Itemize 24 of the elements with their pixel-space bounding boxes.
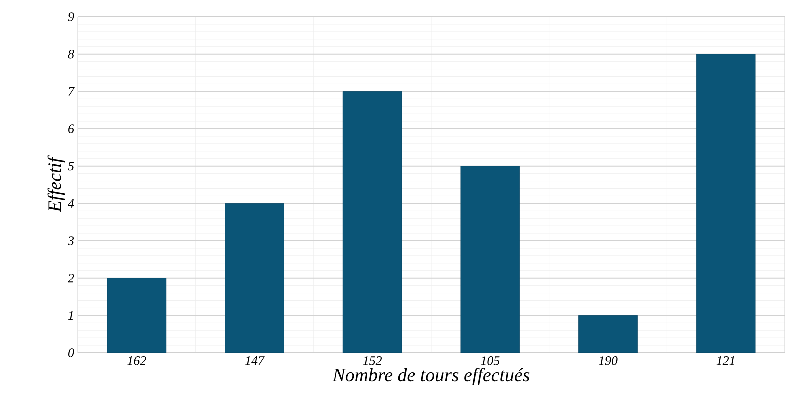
- x-tick-label: 152: [363, 356, 382, 366]
- y-tick-label: 6: [68, 124, 74, 134]
- bar: [578, 315, 638, 353]
- y-tick-label: 3: [68, 236, 74, 246]
- y-tick-label: 2: [68, 274, 74, 283]
- x-tick-label: 105: [481, 356, 500, 366]
- bar: [696, 54, 756, 353]
- y-tick-label: 4: [68, 199, 74, 208]
- y-tick-label: 9: [68, 12, 74, 22]
- bar: [107, 278, 167, 353]
- y-tick-label: 5: [68, 162, 74, 171]
- bar: [225, 203, 284, 353]
- x-tick-label: 147: [246, 356, 265, 366]
- bar: [460, 166, 520, 353]
- x-tick-label: 121: [716, 356, 734, 366]
- y-tick-label: 8: [68, 50, 74, 59]
- bar: [342, 91, 402, 353]
- x-tick-label: 162: [128, 356, 146, 366]
- y-axis-title: Effectif: [48, 155, 66, 213]
- y-tick-label: 0: [68, 348, 74, 358]
- x-tick-label: 190: [599, 356, 618, 366]
- x-axis-title: Nombre de tours effectués: [332, 368, 530, 386]
- y-tick-label: 1: [68, 311, 74, 320]
- y-tick-label: 7: [68, 87, 75, 96]
